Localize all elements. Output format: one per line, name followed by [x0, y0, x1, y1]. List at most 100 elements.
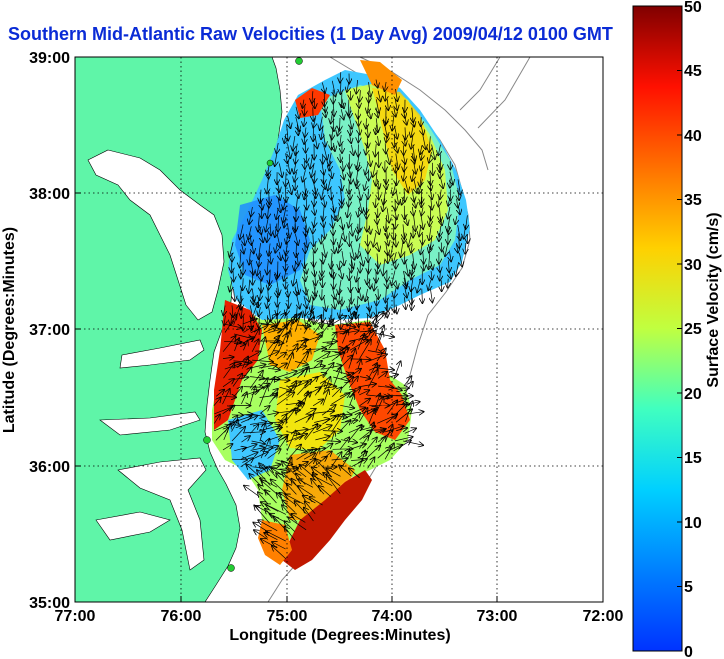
velocity-arrow [267, 178, 269, 194]
velocity-arrow [230, 242, 234, 257]
velocity-arrow [268, 243, 270, 256]
velocity-arrow [411, 244, 412, 252]
velocity-arrow [285, 494, 304, 505]
velocity-arrow [376, 99, 379, 112]
velocity-arrow [333, 278, 334, 288]
velocity-arrow [322, 188, 324, 199]
velocity-arrow [404, 162, 405, 172]
velocity-arrow [338, 126, 340, 136]
velocity-arrow [359, 390, 369, 396]
velocity-arrow [305, 414, 314, 423]
velocity-arrow [394, 107, 396, 117]
velocity-arrow [395, 403, 407, 415]
velocity-arrow [294, 162, 296, 174]
velocity-arrow [349, 233, 350, 246]
velocity-arrow [234, 338, 240, 352]
velocity-arrow [383, 259, 385, 276]
velocity-arrow [214, 415, 220, 424]
velocity-arrow [351, 144, 353, 155]
velocity-arrow [294, 313, 301, 332]
velocity-arrow [302, 99, 304, 108]
velocity-arrow [456, 262, 459, 276]
x-tick-label: 77:00 [55, 608, 96, 625]
velocity-arrow [324, 226, 325, 239]
velocity-arrow [259, 224, 261, 234]
velocity-arrow [349, 214, 352, 228]
velocity-arrow [313, 344, 332, 353]
velocity-arrow [421, 196, 422, 207]
velocity-arrow [421, 207, 423, 215]
velocity-arrow [224, 315, 237, 333]
velocity-arrow [303, 318, 314, 334]
velocity-arrow [386, 133, 387, 143]
velocity-arrow [331, 252, 332, 269]
velocity-arrow [430, 187, 432, 199]
velocity-arrow [330, 415, 338, 422]
velocity-arrow [270, 223, 271, 236]
velocity-arrow [234, 448, 246, 451]
velocity-arrow [412, 171, 414, 181]
velocity-arrow [373, 232, 376, 247]
velocity-arrow [310, 154, 313, 168]
velocity-arrow [322, 390, 329, 406]
velocity-arrow [323, 206, 324, 221]
velocity-arrow [249, 377, 264, 379]
velocity-arrow [430, 235, 432, 249]
velocity-arrow [349, 180, 350, 193]
velocity-arrow [282, 461, 297, 476]
x-tick-label: 73:00 [477, 608, 518, 625]
velocity-arrow [440, 214, 442, 225]
velocity-arrow [349, 271, 350, 280]
velocity-arrow [288, 288, 289, 297]
velocity-arrow [294, 171, 296, 182]
velocity-arrow [357, 179, 358, 189]
velocity-arrow [333, 224, 334, 235]
velocity-arrow [359, 287, 362, 300]
velocity-arrow [394, 133, 395, 147]
velocity-arrow [377, 179, 379, 188]
velocity-arrow [304, 424, 317, 441]
colorbar-tick-label: 45 [684, 63, 702, 80]
velocity-arrow [304, 296, 307, 308]
velocity-arrow [329, 160, 331, 171]
velocity-arrow [250, 425, 259, 434]
velocity-arrow [313, 205, 315, 215]
velocity-arrow [420, 145, 422, 154]
velocity-arrow [266, 504, 287, 515]
velocity-arrow [265, 490, 277, 504]
velocity-arrow [314, 98, 315, 108]
velocity-arrow [321, 125, 323, 139]
velocity-arrow [417, 278, 421, 293]
velocity-arrow [232, 374, 242, 387]
velocity-arrow [277, 419, 286, 433]
velocity-arrow [331, 169, 332, 178]
colorbar-tick-label: 50 [684, 0, 702, 16]
velocity-arrow [385, 143, 386, 153]
velocity-arrow [324, 296, 326, 311]
velocity-arrow [347, 206, 348, 217]
colorbar-tick-label: 20 [684, 386, 702, 403]
velocity-arrow [297, 380, 311, 396]
velocity-arrow [342, 160, 343, 171]
y-axis: 39:00 38:00 37:00 36:00 35:00 Latitude (… [1, 50, 70, 612]
velocity-arrow [387, 151, 390, 164]
velocity-arrow [383, 188, 386, 205]
velocity-arrow [288, 518, 307, 531]
bay-water [87, 149, 225, 571]
velocity-arrow [297, 296, 300, 308]
velocity-arrow [277, 288, 278, 297]
velocity-arrow [341, 377, 353, 389]
velocity-arrow [440, 169, 441, 178]
velocity-arrow [419, 225, 421, 236]
velocity-arrow [324, 145, 327, 159]
velocity-arrow [332, 126, 333, 140]
velocity-arrow [348, 377, 358, 388]
velocity-arrow [438, 144, 440, 156]
velocity-arrow [269, 250, 271, 264]
velocity-arrow [222, 336, 236, 352]
velocity-arrow [286, 243, 288, 255]
velocity-arrow [341, 109, 344, 119]
velocity-arrow [404, 136, 406, 145]
velocity-arrow [339, 260, 340, 269]
velocity-arrow [369, 82, 371, 97]
